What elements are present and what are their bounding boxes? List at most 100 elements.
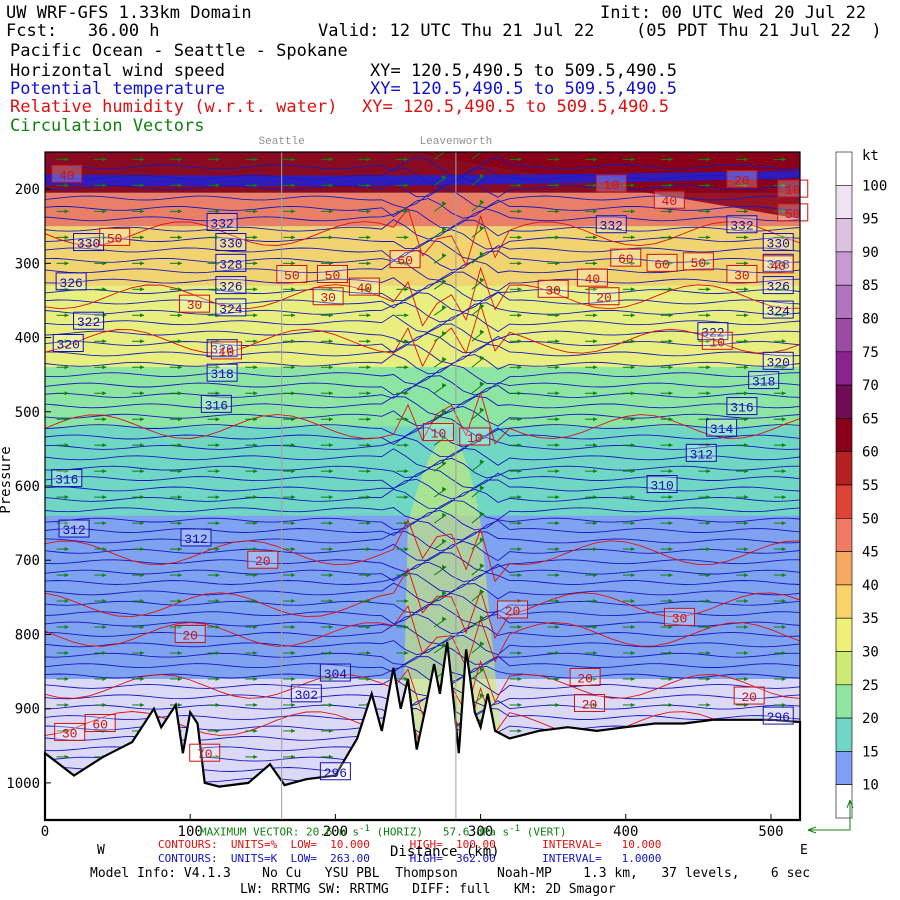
vector-arrowhead (517, 495, 522, 500)
vector-arrowhead (668, 521, 673, 526)
rh-contour-line (45, 567, 800, 640)
vector-arrow (471, 227, 485, 238)
vector-arrowhead (517, 651, 522, 655)
vector-arrowhead (253, 443, 258, 448)
theta-label: 328 (219, 257, 242, 272)
max-vector-label: MAXIMUM VECTOR: 20.6 m s-1 (HORIZ) 57.6 … (200, 823, 567, 839)
vector-arrowhead (555, 599, 560, 604)
colorbar-level: 80 (862, 312, 879, 328)
vector-arrowhead (366, 547, 371, 552)
theta-label: 330 (767, 237, 790, 252)
theta-label: 302 (295, 688, 318, 703)
rh-contour-line (45, 518, 800, 583)
theta-label: 314 (710, 422, 734, 437)
theta-label: 316 (730, 401, 753, 416)
vector-arrowhead (366, 261, 371, 266)
vector-arrow (433, 514, 447, 524)
vector-arrowhead (744, 651, 749, 655)
vector-arrowhead (781, 339, 786, 344)
rh-label: 30 (320, 291, 336, 306)
vector-arrowhead (555, 235, 560, 240)
model-info-2: LW: RRTMG SW: RRTMG DIFF: full KM: 2D Sm… (240, 882, 616, 897)
vector-arrowhead (64, 728, 69, 733)
vector-arrowhead (479, 589, 484, 594)
vector-arrow (471, 383, 485, 394)
vector-arrowhead (593, 183, 598, 188)
theta-contour-line (45, 281, 800, 302)
rh-label-box (84, 714, 116, 733)
vector-arrowhead (744, 573, 749, 578)
vector-arrowhead (517, 417, 522, 422)
vector-arrowhead (215, 676, 220, 681)
vector-arrowhead (64, 754, 69, 759)
vector-arrowhead (442, 590, 447, 595)
vector-arrowhead (140, 676, 145, 681)
marker-label-leavenworth: Leavenworth (420, 136, 493, 148)
vector-arrowhead (744, 209, 749, 214)
colorbar-level: 25 (862, 678, 879, 694)
theta-contour-line (45, 177, 800, 198)
vector-arrowhead (630, 209, 635, 214)
vector-arrowhead (630, 676, 635, 681)
vector-arrowhead (593, 313, 598, 318)
vector-arrowhead (291, 547, 296, 552)
vector-arrowhead (177, 443, 182, 448)
model-info-1: Model Info: V4.1.3 No Cu YSU PBL Thompso… (90, 866, 811, 881)
vector-arrowhead (744, 313, 749, 318)
reference-vector (808, 800, 851, 831)
vector-arrowhead (480, 148, 484, 152)
vector-arrowhead (291, 157, 296, 162)
colorbar-level: 100 (862, 178, 887, 194)
vector-arrow (471, 668, 485, 680)
colorbar-level: 60 (862, 445, 879, 461)
theta-label: 330 (77, 237, 100, 252)
vector-arrowhead (781, 183, 786, 188)
vector-arrowhead (140, 313, 145, 318)
vector-arrowhead (404, 261, 409, 266)
vector-arrowhead (64, 573, 69, 578)
vector-arrowhead (517, 547, 522, 552)
vector-arrowhead (404, 209, 409, 214)
vector-arrowhead (177, 702, 182, 707)
vector-arrowhead (366, 599, 371, 604)
vector-arrowhead (781, 495, 786, 500)
y-tick-label: 500 (15, 405, 40, 421)
theta-label-box (206, 363, 238, 382)
vector-arrowhead (479, 381, 484, 386)
vector-arrowhead (630, 573, 635, 578)
vector-arrowhead (64, 676, 69, 681)
colorbar-swatch (835, 418, 853, 452)
vector-arrowhead (253, 599, 258, 604)
theta-label-box (215, 276, 247, 295)
vector-arrowhead (668, 261, 673, 266)
theta-label-box (51, 469, 83, 488)
vector-arrowhead (366, 391, 371, 396)
rh-label: 20 (741, 690, 757, 705)
vector-arrowhead (215, 287, 220, 292)
vector-arrowhead (442, 564, 447, 569)
theta-label-box (706, 418, 738, 437)
colorbar-swatch (835, 318, 853, 353)
vector-arrowhead (555, 391, 560, 396)
rh-label-box (51, 164, 83, 183)
vector-arrowhead (555, 625, 560, 630)
vector-arrowhead (593, 469, 598, 474)
vector-arrowhead (630, 157, 635, 162)
vector-arrowhead (366, 287, 371, 292)
vector-arrowhead (366, 417, 371, 422)
vector-arrowhead (404, 651, 409, 655)
vector-arrowhead (744, 235, 749, 240)
vector-arrowhead (517, 625, 522, 630)
vector-arrowhead (177, 417, 182, 422)
vector-arrow (471, 305, 485, 316)
vector-arrowhead (404, 599, 409, 604)
vector-arrowhead (781, 547, 786, 552)
vector-arrowhead (593, 365, 598, 370)
rh-label: 10 (709, 335, 725, 350)
rh-label-box (762, 255, 794, 274)
vector-arrowhead (215, 183, 220, 188)
vector-arrowhead (102, 183, 107, 188)
vector-arrowhead (253, 183, 258, 188)
vector-arrowhead (328, 261, 333, 266)
theta-label: 332 (730, 219, 753, 234)
